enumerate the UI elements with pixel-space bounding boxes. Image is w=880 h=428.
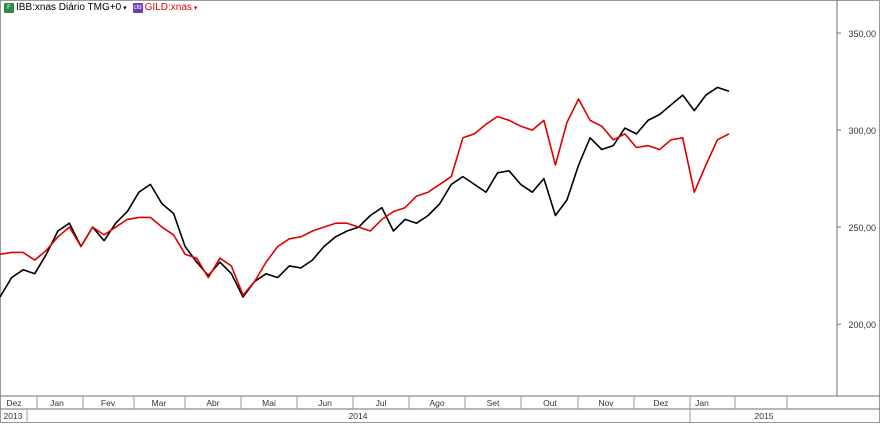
series-line-gild <box>0 98 730 296</box>
legend-item-ibb[interactable]: F IBB:xnas Diário TMG+0 ▾ <box>4 2 127 13</box>
y-axis: 350,00 300,00 250,00 200,00 <box>837 29 876 330</box>
x-tick-label: Jul <box>376 398 387 408</box>
x-tick-label: Jan <box>50 398 64 408</box>
legend-label-ibb: IBB:xnas Diário TMG+0 <box>16 2 122 13</box>
y-tick-label: 300,00 <box>848 126 876 136</box>
axis-frame <box>0 0 880 410</box>
legend-item-gild[interactable]: cfd GILD:xnas ▾ <box>132 2 198 13</box>
x-tick-label: Nov <box>598 398 614 408</box>
x-tick-label: Abr <box>206 398 219 408</box>
x-year-label: 2015 <box>755 411 774 421</box>
x-tick-label: Set <box>487 398 500 408</box>
legend: F IBB:xnas Diário TMG+0 ▾ cfd GILD:xnas … <box>4 2 201 13</box>
x-tick-label: Mai <box>262 398 276 408</box>
x-tick-label: Out <box>543 398 557 408</box>
chart-icon: cfd <box>132 2 143 13</box>
x-axis: Dez Jan Fev Mar Abr Mai Jun Jul Ago Set Out Nov Dez J… <box>0 396 788 423</box>
x-tick-label: Jun <box>318 398 332 408</box>
x-tick-label: Dez <box>6 398 21 408</box>
x-tick-label: Dez <box>653 398 668 408</box>
x-year-label: 2013 <box>4 411 23 421</box>
x-tick-label: Jan <box>695 398 709 408</box>
y-tick-label: 250,00 <box>848 223 876 233</box>
chevron-down-icon[interactable]: ▾ <box>193 4 198 12</box>
series-group <box>0 86 730 298</box>
x-year-label: 2014 <box>349 411 368 421</box>
chevron-down-icon[interactable]: ▾ <box>123 4 127 12</box>
x-tick-label: Fev <box>101 398 116 408</box>
series-line-ibb <box>0 86 730 298</box>
legend-label-gild: GILD:xnas <box>144 2 192 13</box>
x-tick-label: Mar <box>152 398 167 408</box>
y-tick-label: 350,00 <box>848 29 876 39</box>
x-tick-label: Ago <box>429 398 444 408</box>
chart-icon: F <box>4 2 14 13</box>
y-tick-label: 200,00 <box>848 320 876 330</box>
